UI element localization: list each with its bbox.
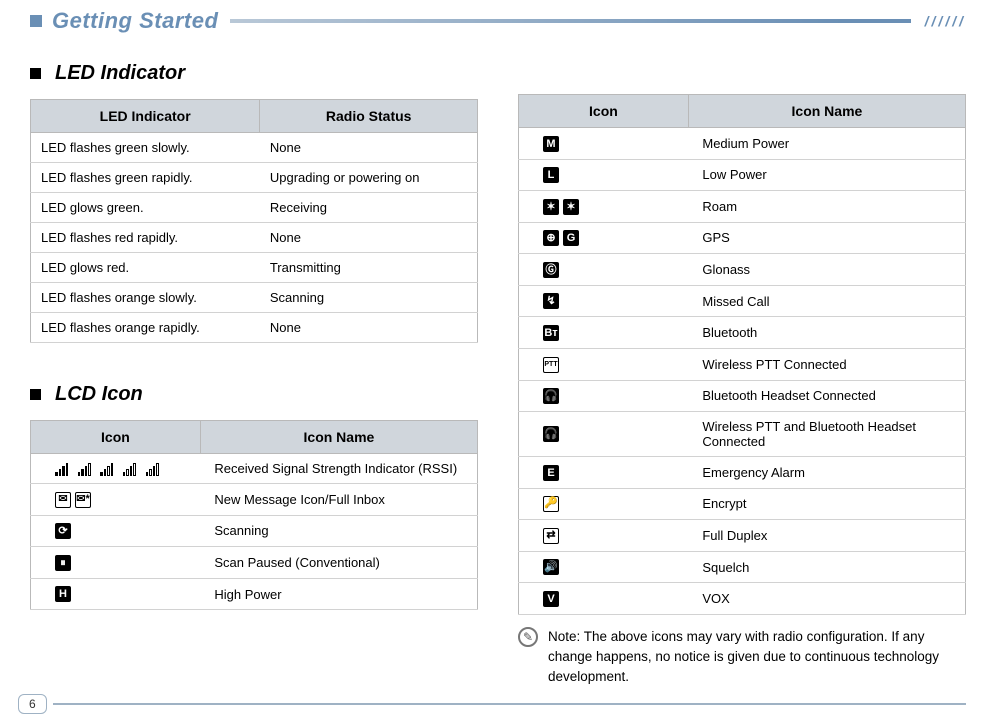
icon-name: Roam	[688, 191, 965, 223]
table-row: 🎧Wireless PTT and Bluetooth Headset Conn…	[519, 412, 966, 457]
glonass-icon: Ⓖ	[519, 254, 689, 286]
section-title: LED Indicator	[55, 62, 185, 85]
table-row: LED flashes orange rapidly.None	[31, 313, 478, 343]
gps-icon: ⊕G	[519, 222, 689, 254]
medium-power-icon: M	[519, 128, 689, 160]
table-row: LLow Power	[519, 159, 966, 191]
table-row: VVOX	[519, 583, 966, 615]
icon-name: VOX	[688, 583, 965, 615]
icon-name: Scan Paused (Conventional)	[200, 547, 477, 579]
roam-icon: ✶✶	[519, 191, 689, 223]
table-row: ✉✉* New Message Icon/Full Inbox	[31, 484, 478, 516]
table-row: MMedium Power	[519, 128, 966, 160]
header-square-icon	[30, 15, 42, 27]
scan-paused-icon: ⏸	[31, 547, 201, 579]
table-row: 🎧Bluetooth Headset Connected	[519, 380, 966, 412]
col-header: Radio Status	[260, 100, 478, 133]
icon-name: New Message Icon/Full Inbox	[200, 484, 477, 516]
icon-name: Low Power	[688, 159, 965, 191]
header-rule	[230, 19, 910, 23]
bluetooth-icon: Bᴛ	[519, 317, 689, 349]
bt-headset-icon: 🎧	[519, 380, 689, 412]
note-icon: ✎	[518, 627, 538, 647]
icon-name: Wireless PTT Connected	[688, 348, 965, 380]
table-row: BᴛBluetooth	[519, 317, 966, 349]
icon-name: Bluetooth Headset Connected	[688, 380, 965, 412]
icon-name: Full Duplex	[688, 520, 965, 552]
section-lcd-icon: LCD Icon	[30, 383, 478, 406]
section-led-indicator: LED Indicator	[30, 62, 478, 85]
note: ✎ Note: The above icons may vary with ra…	[518, 627, 966, 688]
table-row: LED flashes green rapidly.Upgrading or p…	[31, 163, 478, 193]
table-row: ⟳ Scanning	[31, 515, 478, 547]
icon-name: Medium Power	[688, 128, 965, 160]
table-row: Received Signal Strength Indicator (RSSI…	[31, 454, 478, 484]
squelch-icon: 🔊	[519, 551, 689, 583]
low-power-icon: L	[519, 159, 689, 191]
col-header: LED Indicator	[31, 100, 260, 133]
icon-name: Received Signal Strength Indicator (RSSI…	[200, 454, 477, 484]
table-row: PTTWireless PTT Connected	[519, 348, 966, 380]
table-row: ⇄Full Duplex	[519, 520, 966, 552]
icon-name: Wireless PTT and Bluetooth Headset Conne…	[688, 412, 965, 457]
icon-name: Glonass	[688, 254, 965, 286]
col-header: Icon	[519, 95, 689, 128]
table-row: 🔑Encrypt	[519, 488, 966, 520]
table-row: ⒼGlonass	[519, 254, 966, 286]
col-header: Icon Name	[200, 421, 477, 454]
footer-rule	[53, 703, 966, 705]
full-duplex-icon: ⇄	[519, 520, 689, 552]
table-row: ↯Missed Call	[519, 285, 966, 317]
scanning-icon: ⟳	[31, 515, 201, 547]
page-header: Getting Started //////	[30, 8, 966, 34]
header-slashes-icon: //////	[925, 13, 966, 29]
icon-name: Squelch	[688, 551, 965, 583]
table-row: H High Power	[31, 578, 478, 610]
lcd-icon-table-left: Icon Icon Name Received Signal Strength …	[30, 420, 478, 610]
table-row: ⊕GGPS	[519, 222, 966, 254]
table-row: LED flashes green slowly.None	[31, 133, 478, 163]
led-indicator-table: LED Indicator Radio Status LED flashes g…	[30, 99, 478, 343]
missed-call-icon: ↯	[519, 285, 689, 317]
icon-name: Bluetooth	[688, 317, 965, 349]
table-row: LED flashes red rapidly.None	[31, 223, 478, 253]
page-title: Getting Started	[52, 8, 218, 34]
emergency-icon: E	[519, 457, 689, 489]
section-bullet-icon	[30, 389, 41, 400]
rssi-icon	[31, 454, 201, 484]
note-text: Note: The above icons may vary with radi…	[548, 627, 966, 688]
wireless-ptt-icon: PTT	[519, 348, 689, 380]
page-footer: 6	[0, 694, 996, 714]
ptt-bt-headset-icon: 🎧	[519, 412, 689, 457]
table-row: EEmergency Alarm	[519, 457, 966, 489]
lcd-icon-table-right: Icon Icon Name MMedium Power LLow Power …	[518, 94, 966, 615]
col-header: Icon	[31, 421, 201, 454]
encrypt-icon: 🔑	[519, 488, 689, 520]
icon-name: Emergency Alarm	[688, 457, 965, 489]
high-power-icon: H	[31, 578, 201, 610]
icon-name: Scanning	[200, 515, 477, 547]
icon-name: Encrypt	[688, 488, 965, 520]
page-number: 6	[18, 694, 47, 714]
table-row: LED glows green.Receiving	[31, 193, 478, 223]
table-row: ⏸ Scan Paused (Conventional)	[31, 547, 478, 579]
table-row: 🔊Squelch	[519, 551, 966, 583]
table-row: ✶✶Roam	[519, 191, 966, 223]
table-row: LED glows red.Transmitting	[31, 253, 478, 283]
icon-name: Missed Call	[688, 285, 965, 317]
col-header: Icon Name	[688, 95, 965, 128]
message-icon: ✉✉*	[31, 484, 201, 516]
section-title: LCD Icon	[55, 383, 143, 406]
vox-icon: V	[519, 583, 689, 615]
icon-name: High Power	[200, 578, 477, 610]
section-bullet-icon	[30, 68, 41, 79]
table-row: LED flashes orange slowly.Scanning	[31, 283, 478, 313]
icon-name: GPS	[688, 222, 965, 254]
